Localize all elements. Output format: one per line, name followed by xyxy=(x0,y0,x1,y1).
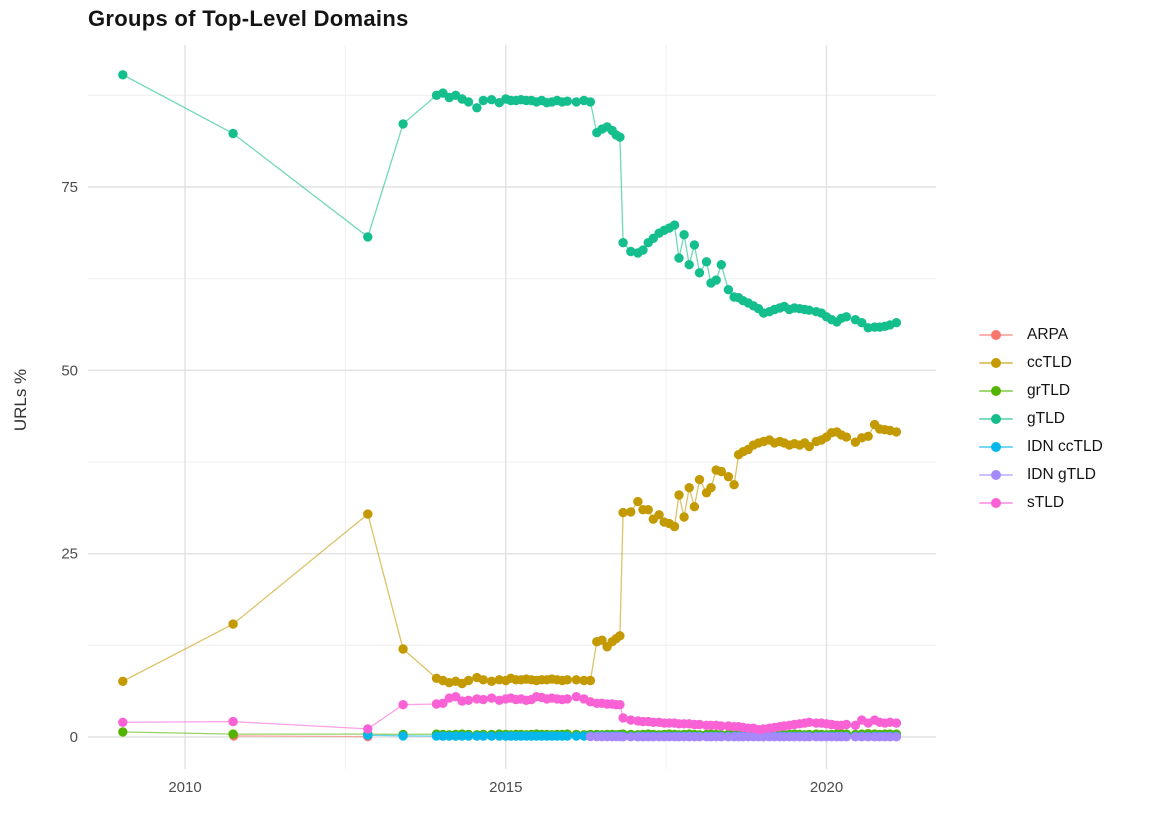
legend-label: ARPA xyxy=(1027,326,1069,343)
series-points-stld xyxy=(118,692,902,735)
y-axis-tick-label: 75 xyxy=(61,179,78,196)
chart-title: Groups of Top-Level Domains xyxy=(88,6,409,31)
legend-label: IDN gTLD xyxy=(1027,466,1096,483)
legend-key-icon xyxy=(979,386,1013,397)
series-line-gtld xyxy=(122,74,897,329)
legend-key-icon xyxy=(979,470,1013,481)
legend-item-arpa: ARPA xyxy=(979,321,1103,349)
y-axis-tick-label: 0 xyxy=(70,729,78,746)
legend-label: grTLD xyxy=(1027,382,1071,399)
legend-label: ccTLD xyxy=(1027,354,1072,371)
y-axis-tick-label: 50 xyxy=(61,362,78,379)
y-axis-tick-label: 25 xyxy=(61,546,78,563)
legend-item-stld: sTLD xyxy=(979,489,1103,517)
legend-key-icon xyxy=(979,330,1013,341)
legend-label: IDN ccTLD xyxy=(1027,438,1103,455)
legend-item-gtld: gTLD xyxy=(979,405,1103,433)
series-points-gtld xyxy=(118,70,902,333)
legend-key-icon xyxy=(979,442,1013,453)
legend-key-icon xyxy=(979,414,1013,425)
x-axis-tick-label: 2020 xyxy=(810,779,843,796)
legend-item-cctld: ccTLD xyxy=(979,349,1103,377)
legend-key-icon xyxy=(979,358,1013,369)
series-points-idn-gtld xyxy=(585,731,902,742)
x-axis-tick-label: 2010 xyxy=(168,779,201,796)
legend-item-idn-cctld: IDN ccTLD xyxy=(979,433,1103,461)
legend-item-grtld: grTLD xyxy=(979,377,1103,405)
legend-key-icon xyxy=(979,498,1013,509)
x-axis-tick-label: 2015 xyxy=(489,779,522,796)
series-line-arpa xyxy=(233,735,368,738)
series-points-cctld xyxy=(118,419,902,689)
legend: ARPA ccTLD grTLD gTLD IDN ccTLD IDN gTLD sTLD xyxy=(979,321,1103,517)
legend-item-idn-gtld: IDN gTLD xyxy=(979,461,1103,489)
legend-label: gTLD xyxy=(1027,410,1065,427)
legend-label: sTLD xyxy=(1027,494,1065,511)
